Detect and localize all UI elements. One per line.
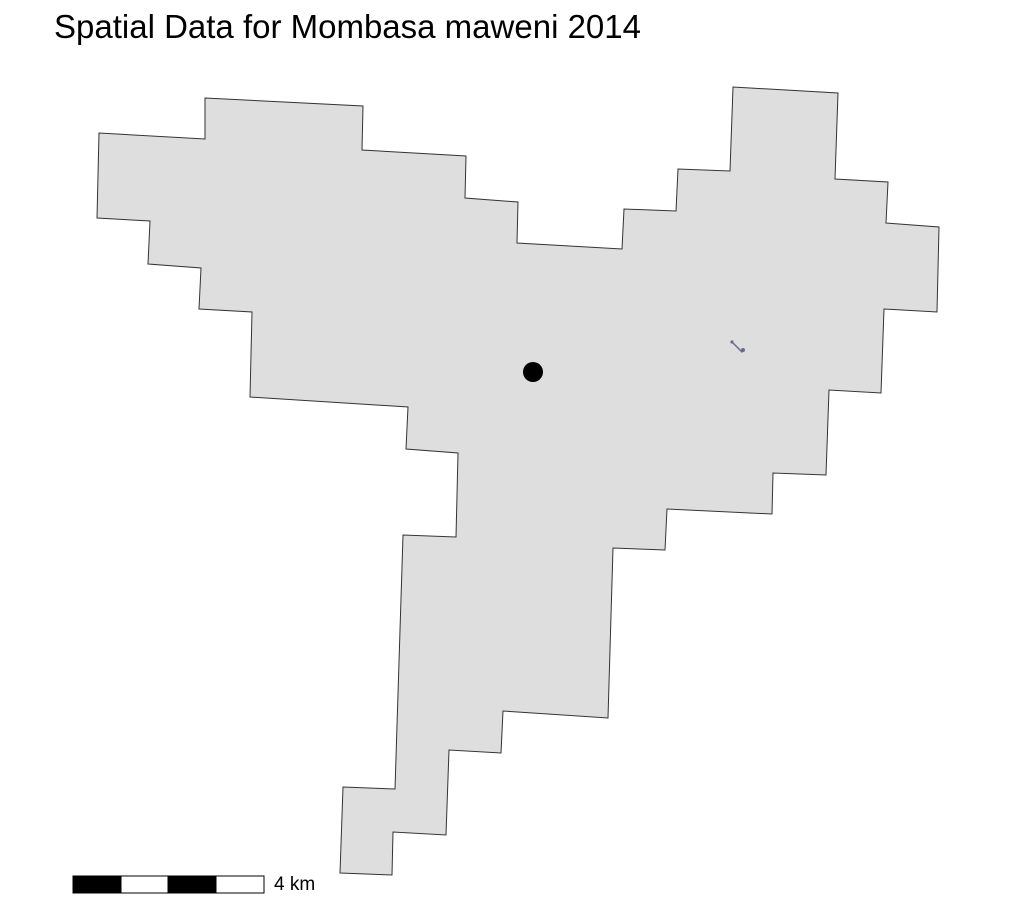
region-polygon	[96, 86, 940, 876]
small-line-feature	[730, 340, 745, 353]
scale-bar-segment	[120, 875, 169, 894]
scale-bar	[72, 875, 265, 894]
scale-bar-label: 4 km	[274, 874, 316, 895]
map-title: Spatial Data for Mombasa maweni 2014	[54, 8, 641, 45]
scale-bar-segment	[72, 875, 122, 894]
location-marker	[523, 362, 543, 382]
scale-bar-segment	[167, 875, 217, 894]
scale-bar-segment	[215, 875, 265, 894]
